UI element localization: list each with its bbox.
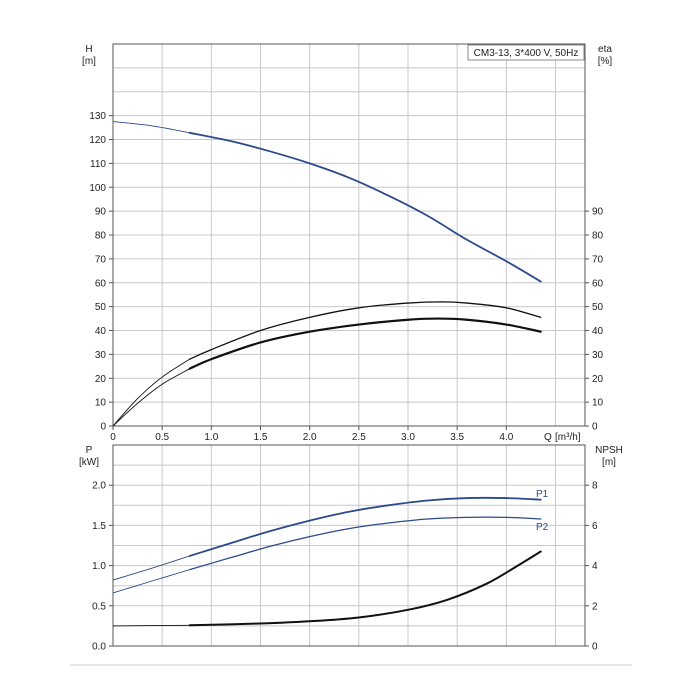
power-series-layer (112, 496, 542, 627)
eta-motor-pump-curve-thin (112, 358, 190, 427)
head-curve-thin (112, 121, 190, 134)
flow-tick-label: 0 (110, 432, 116, 443)
head-right-tick-label: 50 (592, 302, 604, 313)
power-left-tick-label: 0.5 (92, 601, 106, 612)
flow-tick-label: 3.0 (401, 432, 415, 443)
head-right-tick-label: 60 (592, 278, 604, 289)
head-left-tick-label: 60 (95, 278, 107, 289)
head-right-tick-label: 40 (592, 326, 604, 337)
p2-curve-thin (112, 569, 190, 594)
flow-tick-label: 2.0 (303, 432, 317, 443)
power-right-tick-label: 6 (592, 521, 598, 532)
head-right-tick-label: 80 (592, 231, 604, 242)
head-left-tick-label: 120 (89, 135, 106, 146)
power-left-tick-label: 1.0 (92, 561, 106, 572)
head-efficiency-panel: 0 10 20 30 40 50 60 70 80 90 100 110 120 130 0 10 20 30 40… (82, 43, 613, 443)
eta-axis-label: eta (598, 44, 612, 55)
head-series-layer (112, 121, 542, 427)
power-axis-unit: [kW] (79, 457, 99, 468)
head-axis-label: H (85, 44, 92, 55)
head-left-tick-label: 130 (89, 111, 106, 122)
power-right-tick-label: 8 (592, 481, 598, 492)
flow-tick-label: 4.0 (499, 432, 513, 443)
head-left-tick-label: 0 (100, 422, 106, 433)
head-left-tick-label: 100 (89, 183, 106, 194)
head-right-tick-label: 70 (592, 254, 604, 265)
head-grid (113, 44, 585, 426)
head-left-tick-label: 80 (95, 231, 107, 242)
npsh-curve-thin (112, 624, 190, 627)
power-right-tick-label: 2 (592, 601, 598, 612)
eta-motor-pump-curve (189, 301, 542, 360)
eta-pump-curve (188, 317, 542, 370)
npsh-axis-label: NPSH (595, 445, 623, 456)
p2-series-label: P2 (536, 522, 549, 533)
p1-curve-thin (112, 555, 190, 581)
power-left-tick-label: 1.5 (92, 521, 106, 532)
head-right-tick-label: 10 (592, 398, 604, 409)
head-curve (188, 131, 542, 283)
head-left-tick-label: 70 (95, 254, 107, 265)
head-left-tick-label: 90 (95, 207, 107, 218)
pump-model-box (467, 44, 585, 61)
head-left-tick-label: 20 (95, 374, 107, 385)
p1-series-label: P1 (536, 489, 549, 500)
power-grid (113, 445, 585, 646)
head-tick-labels: 0 10 20 30 40 50 60 70 80 90 100 110 120 130 0 10 20 30 40… (89, 111, 603, 443)
flow-tick-label: 0.5 (155, 432, 169, 443)
flow-axis-unit: [m³/h] (555, 432, 581, 443)
p2-curve (189, 516, 542, 571)
eta-axis-unit: [%] (598, 56, 613, 67)
npsh-curve (188, 550, 542, 627)
power-left-tick-label: 0.0 (92, 642, 106, 653)
head-right-tick-label: 20 (592, 374, 604, 385)
power-axis-label: P (86, 445, 93, 456)
eta-pump-curve-thin (112, 368, 190, 427)
p1-curve (188, 496, 542, 557)
head-right-tick-label: 0 (592, 422, 598, 433)
head-left-tick-label: 110 (90, 159, 106, 170)
power-left-tick-label: 2.0 (92, 481, 106, 492)
flow-tick-label: 1.0 (204, 432, 218, 443)
flow-tick-label: 1.5 (254, 432, 268, 443)
pump-model-text: CM3-13, 3*400 V, 50Hz (474, 48, 579, 59)
flow-tick-label: 2.5 (352, 432, 366, 443)
head-left-tick-label: 40 (95, 326, 107, 337)
head-axis-unit: [m] (82, 56, 96, 67)
power-right-tick-label: 0 (592, 642, 598, 653)
head-right-tick-label: 90 (592, 207, 604, 218)
flow-tick-label: 3.5 (450, 432, 464, 443)
flow-axis-label: Q (544, 432, 552, 443)
head-left-tick-label: 50 (95, 302, 107, 313)
power-plot-frame (112, 444, 586, 647)
head-left-tick-label: 30 (95, 350, 107, 361)
head-left-tick-label: 10 (95, 398, 107, 409)
head-right-tick-label: 30 (592, 350, 604, 361)
power-right-tick-label: 4 (592, 561, 598, 572)
npsh-axis-unit: [m] (602, 457, 616, 468)
power-tick-labels: 0.0 0.5 1.0 1.5 2.0 0 2 4 6 8 (92, 481, 598, 653)
